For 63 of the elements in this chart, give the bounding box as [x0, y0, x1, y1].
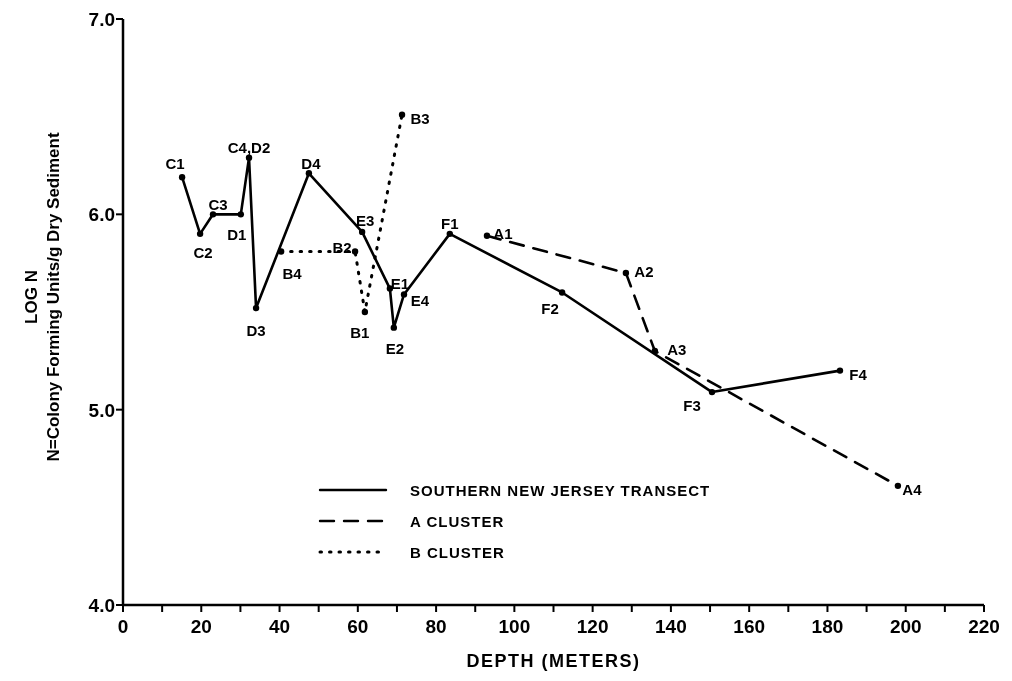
x-tick-label: 120 [576, 616, 609, 637]
point [836, 367, 844, 374]
annotation: F4 [849, 365, 868, 383]
point [277, 248, 285, 255]
annotation: E1 [390, 274, 410, 292]
x-tick-label: 160 [733, 616, 766, 637]
annotation: B4 [282, 265, 303, 283]
annotation: A4 [902, 480, 923, 498]
point [651, 347, 659, 355]
y-tick-label: 5.0 [88, 399, 115, 421]
point [894, 482, 902, 490]
annotation: F1 [441, 214, 459, 232]
annotation: A2 [634, 262, 654, 280]
annotation: D4 [301, 155, 322, 173]
legend-label: SOUTHERN NEW JERSEY TRANSECT [410, 482, 711, 499]
point [196, 230, 204, 238]
x-tick-label: 180 [811, 616, 844, 637]
annotation: F3 [683, 397, 701, 415]
point [390, 324, 398, 331]
point [252, 304, 260, 312]
x-tick-label: 80 [425, 616, 447, 637]
point [209, 211, 217, 218]
y-tick-label: 6.0 [88, 204, 115, 226]
x-tick-label: 0 [117, 616, 129, 637]
x-tick-label: 20 [190, 616, 212, 637]
annotation: A3 [667, 341, 687, 359]
y-tick-label: 7.0 [88, 9, 115, 30]
x-axis-title: DEPTH (METERS) [466, 651, 641, 671]
point [483, 232, 491, 240]
point [558, 289, 566, 296]
point [398, 111, 406, 118]
point [400, 291, 408, 298]
annotation: F2 [541, 300, 559, 318]
annotation: C2 [193, 243, 213, 261]
annotation: C4,D2 [227, 138, 271, 156]
point [237, 211, 244, 218]
y-tick-label: 4.0 [88, 595, 115, 616]
annotation: B1 [350, 323, 370, 341]
x-tick-label: 140 [655, 616, 687, 637]
point [708, 388, 716, 396]
x-tick-label: 100 [498, 616, 531, 637]
legend-label: B CLUSTER [410, 544, 505, 561]
annotation: B3 [410, 109, 430, 127]
annotation: E3 [355, 211, 375, 229]
annotation: D3 [246, 322, 266, 340]
y-axis-title: LOG N N=Colony Forming Units/g Dry Sediment [22, 132, 63, 462]
point [622, 269, 630, 277]
x-tick-label: 60 [347, 616, 369, 637]
x-tick-label: 200 [889, 616, 922, 637]
point [178, 174, 186, 181]
x-tick-label: 40 [268, 616, 291, 637]
point [351, 248, 359, 255]
point [446, 230, 453, 238]
x-tick-label: 220 [968, 616, 1000, 637]
point [358, 228, 366, 236]
annotation: C1 [165, 155, 185, 173]
annotation: E4 [410, 292, 430, 310]
point [305, 170, 313, 177]
annotation: C3 [208, 196, 228, 214]
annotation: E2 [385, 339, 404, 357]
legend-label: A CLUSTER [410, 513, 505, 530]
point [361, 308, 369, 316]
annotation: D1 [227, 226, 247, 244]
